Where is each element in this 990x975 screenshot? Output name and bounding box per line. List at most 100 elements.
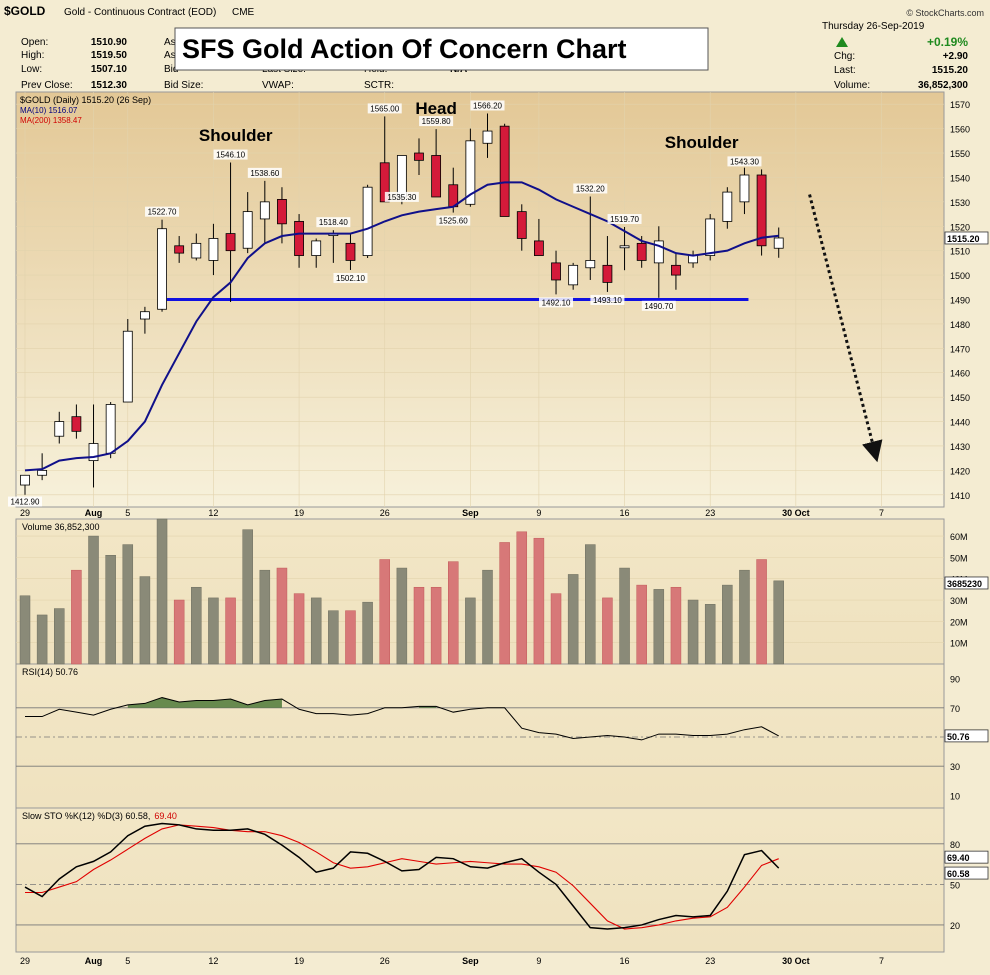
sto-tick-label: 50 [950,880,960,890]
price-tick-label: 1560 [950,125,970,135]
low-label: Low: [21,64,42,75]
volume-bar [430,586,442,665]
candle-up [191,242,202,259]
candle-down [294,220,304,256]
candle-up [54,421,65,437]
sto-legend-d: 69.40 [154,811,177,821]
rsi-last-label-box [944,729,989,743]
x-tick-label-bottom: Aug [85,956,103,966]
price-label-bg [145,206,180,217]
overlay-title: SFS Gold Action Of Concern Chart [182,34,627,64]
volume-bar [345,610,356,665]
price-legend: $GOLD (Daily) 1515.20 (26 Sep) [20,95,151,105]
price-tick-label: 1430 [950,442,970,452]
sctr-label: SCTR: [364,80,394,91]
volume-value: 36,852,300 [918,80,968,91]
volume-bar [36,614,48,665]
price-label-bg [333,272,368,283]
volume-bar [636,584,647,665]
pattern-annotation: Head [415,99,457,118]
x-axis: 29 29 Aug Aug 5 5 12 12 19 19 26 26 Sep Sep 9 9 16 16 23 23… [20,508,884,966]
volume-bar [773,580,784,665]
candle-down [431,155,442,198]
rsi-last-label: 50.76 [947,732,970,742]
volume-bar [465,597,476,665]
volume-bar [191,586,202,665]
symbol-label: $GOLD [4,4,46,18]
candle-up [705,218,716,256]
price-label: 1559.80 [422,117,451,126]
x-tick-label-top: 12 [208,508,218,518]
price-label-bg [470,100,505,111]
volume-bar [499,542,510,665]
rsi-line [25,697,779,741]
price-tick-label: 1420 [950,466,970,476]
volume-bar [482,569,493,665]
price-plot: 1410 1420 1430 1440 1450 1460 1470 1480 1490 1500… [8,92,989,507]
chg-label: Chg: [834,51,855,62]
vwap-label: VWAP: [262,80,294,91]
price-tick-label: 1450 [950,393,970,403]
overlay-title-box [174,27,709,71]
x-tick-label-bottom: 5 [125,956,130,966]
volume-label: Volume: [834,80,870,91]
site-credit: © StockCharts.com [906,8,984,18]
price-label-bg [213,149,248,160]
x-tick-label-top: 7 [879,508,884,518]
x-tick-label-top: 19 [294,508,304,518]
rsi-tick-label: 10 [950,791,960,801]
price-tick-label: 1550 [950,149,970,159]
volume-bar [276,567,288,665]
volume-bar [225,597,236,665]
sto-k-last-label: 60.58 [947,869,970,879]
volume-bar [19,595,31,665]
rsi-plot: 103050709050.76 [16,675,989,801]
volume-bar [448,561,459,665]
candle-up [140,311,150,320]
price-label: 1566.20 [473,101,502,110]
candle-up [739,174,750,203]
price-label: 1492.10 [542,298,571,307]
candle-down [71,416,82,432]
x-tick-label-top: 23 [705,508,715,518]
candle-up [585,260,596,269]
volume-bar [550,593,562,665]
price-label: 1490.70 [644,302,673,311]
price-label: 1543.30 [730,157,759,166]
candle-down [602,264,613,283]
volume-bar [242,529,253,665]
stochastic-panel [15,807,945,953]
candle-up [208,238,219,261]
pattern-annotation: Shoulder [665,133,739,152]
volume-bar [156,518,168,665]
sto-tick-label: 80 [950,840,960,850]
volume-tick-label: 20M [950,617,968,627]
x-tick-label-top: Aug [85,508,103,518]
price-label: 1525.60 [439,217,468,226]
price-label: 1493.10 [593,296,622,305]
ma10-line [24,181,779,472]
volume-bar [653,589,665,665]
candle-down [414,152,424,161]
volume-bar [670,586,682,665]
x-tick-label-bottom: 7 [879,956,884,966]
low-value: 1507.10 [91,64,128,75]
volume-bar [756,559,767,665]
last-label: Last: [834,65,856,76]
candle-down [499,125,510,217]
price-tick-label: 1470 [950,344,970,354]
instrument-name: Gold - Continuous Contract (EOD) [64,7,216,18]
volume-bar [704,604,716,665]
up-arrow-icon [836,37,848,47]
candle-up [722,191,733,222]
candle-down [345,242,356,261]
volume-bar [585,544,596,665]
sto-d-last-label-box [944,850,989,864]
sto-d-line [25,824,779,930]
volume-bar [122,544,134,665]
chg-value: +2.90 [943,51,969,62]
last-value: 1515.20 [932,65,969,76]
volume-bar [516,531,528,665]
volume-bar [619,567,630,665]
